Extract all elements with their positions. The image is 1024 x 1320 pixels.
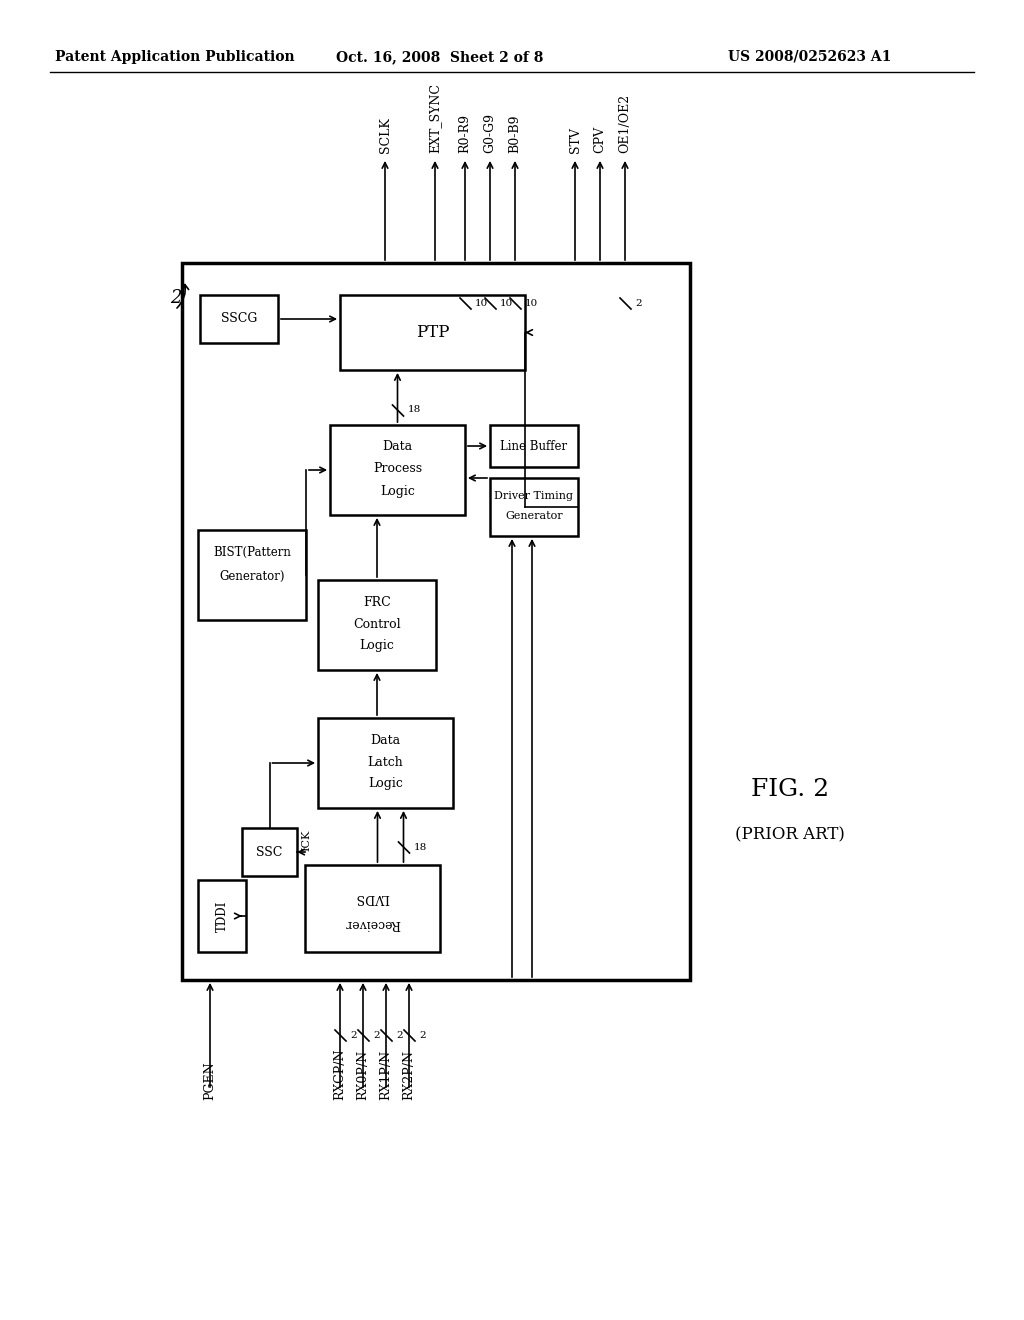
- Text: Logic: Logic: [359, 639, 394, 652]
- Bar: [340, 294, 525, 370]
- Bar: [490, 478, 578, 536]
- Text: TDDI: TDDI: [215, 900, 228, 932]
- Text: Process: Process: [373, 462, 422, 475]
- Text: Line Buffer: Line Buffer: [501, 440, 567, 453]
- Text: Generator): Generator): [219, 569, 285, 582]
- Text: Oct. 16, 2008  Sheet 2 of 8: Oct. 16, 2008 Sheet 2 of 8: [336, 50, 544, 63]
- Text: Latch: Latch: [368, 755, 403, 768]
- Bar: [242, 828, 297, 876]
- Bar: [490, 425, 578, 467]
- Text: Data: Data: [382, 441, 413, 454]
- Text: 2: 2: [171, 289, 182, 308]
- Text: FRC: FRC: [364, 595, 391, 609]
- Text: Driver Timing: Driver Timing: [495, 491, 573, 502]
- Text: 10: 10: [525, 298, 539, 308]
- Text: CPV: CPV: [594, 125, 606, 153]
- Text: RX1P/N: RX1P/N: [380, 1049, 392, 1100]
- Text: 2: 2: [373, 1031, 380, 1040]
- Text: R0-R9: R0-R9: [459, 114, 471, 153]
- Text: RX2P/N: RX2P/N: [402, 1049, 416, 1100]
- Text: SCLK: SCLK: [379, 117, 391, 153]
- Text: RXCP/N: RXCP/N: [334, 1048, 346, 1100]
- Bar: [200, 294, 278, 343]
- Text: Generator: Generator: [505, 511, 563, 521]
- Text: US 2008/0252623 A1: US 2008/0252623 A1: [728, 50, 892, 63]
- Text: 2: 2: [635, 298, 642, 308]
- Text: ICK: ICK: [301, 829, 311, 850]
- Text: 2: 2: [350, 1031, 356, 1040]
- Text: LVDS: LVDS: [355, 891, 390, 903]
- Text: Receiver: Receiver: [345, 916, 400, 929]
- Text: SSCG: SSCG: [221, 313, 257, 326]
- Bar: [182, 263, 690, 979]
- Bar: [318, 718, 453, 808]
- Text: Logic: Logic: [368, 777, 402, 791]
- Text: (PRIOR ART): (PRIOR ART): [735, 826, 845, 843]
- Text: SSC: SSC: [256, 846, 283, 858]
- Text: Data: Data: [371, 734, 400, 747]
- Text: 10: 10: [500, 298, 513, 308]
- Text: 2: 2: [396, 1031, 402, 1040]
- Text: Control: Control: [353, 618, 400, 631]
- Bar: [198, 531, 306, 620]
- Text: PGEN: PGEN: [204, 1061, 216, 1100]
- Text: Logic: Logic: [380, 484, 415, 498]
- Bar: [318, 579, 436, 671]
- Bar: [198, 880, 246, 952]
- Text: FIG. 2: FIG. 2: [751, 779, 829, 801]
- Text: PTP: PTP: [416, 323, 450, 341]
- Text: RX0P/N: RX0P/N: [356, 1049, 370, 1100]
- Bar: [330, 425, 465, 515]
- Bar: [305, 865, 440, 952]
- Text: BIST(Pattern: BIST(Pattern: [213, 545, 291, 558]
- Text: EXT_SYNC: EXT_SYNC: [428, 83, 441, 153]
- Text: OE1/OE2: OE1/OE2: [618, 94, 632, 153]
- Text: 2: 2: [419, 1031, 426, 1040]
- Text: B0-B9: B0-B9: [509, 115, 521, 153]
- Text: 18: 18: [414, 842, 427, 851]
- Text: G0-G9: G0-G9: [483, 114, 497, 153]
- Text: 18: 18: [408, 405, 421, 414]
- Text: 10: 10: [475, 298, 488, 308]
- Text: Patent Application Publication: Patent Application Publication: [55, 50, 295, 63]
- Text: STV: STV: [568, 127, 582, 153]
